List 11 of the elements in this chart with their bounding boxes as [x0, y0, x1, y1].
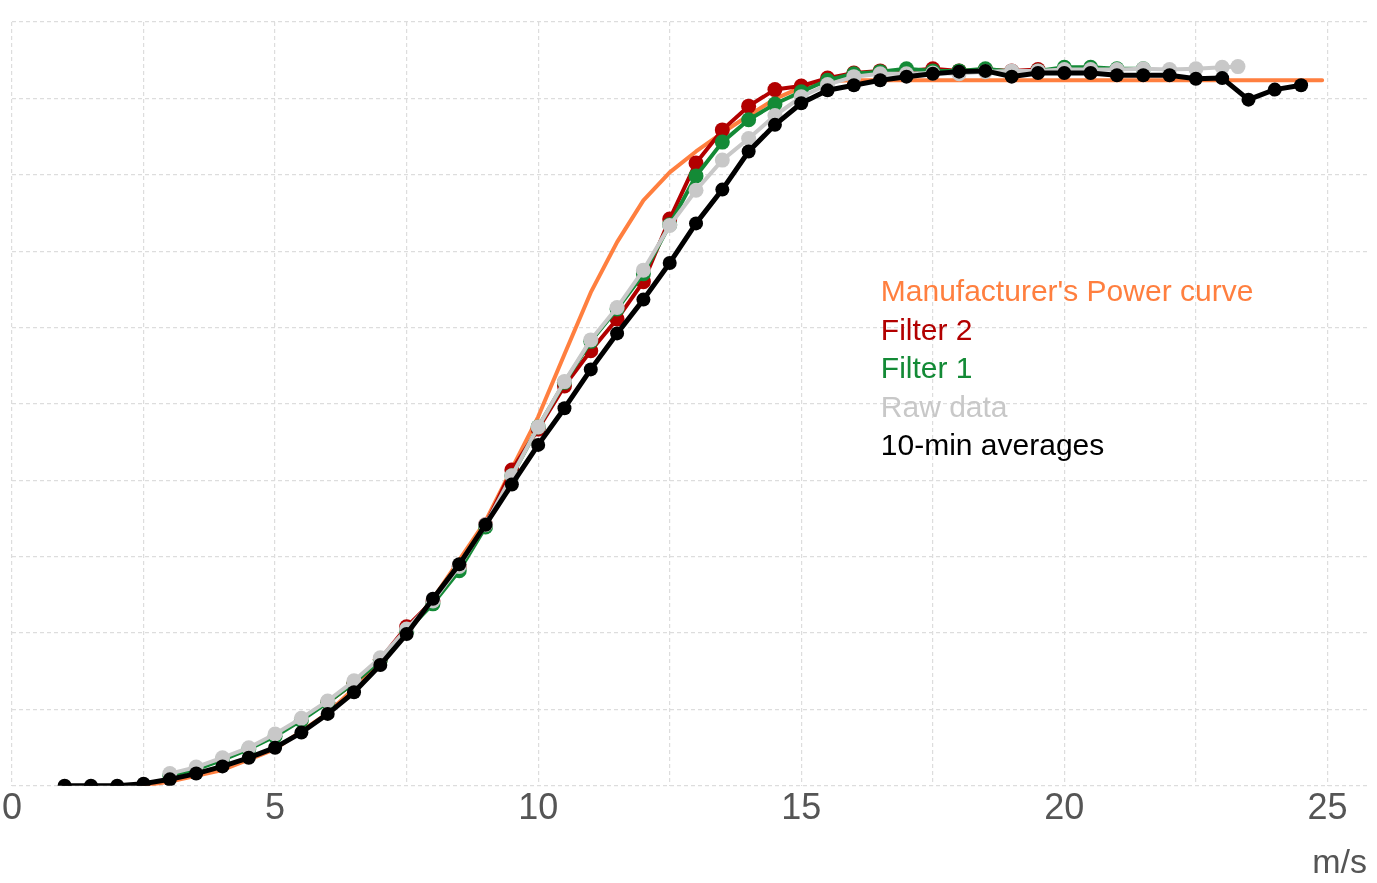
x-axis-title: m/s: [1312, 842, 1367, 881]
x-tick-label: 5: [265, 786, 286, 828]
x-tick-label: 10: [518, 786, 559, 828]
text: Filter 1: [880, 351, 973, 385]
text: Filter 2: [880, 312, 973, 346]
x-tick-label: 0: [2, 786, 23, 828]
text: 10-min averages: [880, 428, 1105, 462]
x-tick-label: 25: [1307, 786, 1348, 828]
text: Manufacturer's Power curve: [880, 274, 1254, 308]
x-tick-label: 20: [1044, 786, 1085, 828]
x-tick-label: 15: [781, 786, 822, 828]
